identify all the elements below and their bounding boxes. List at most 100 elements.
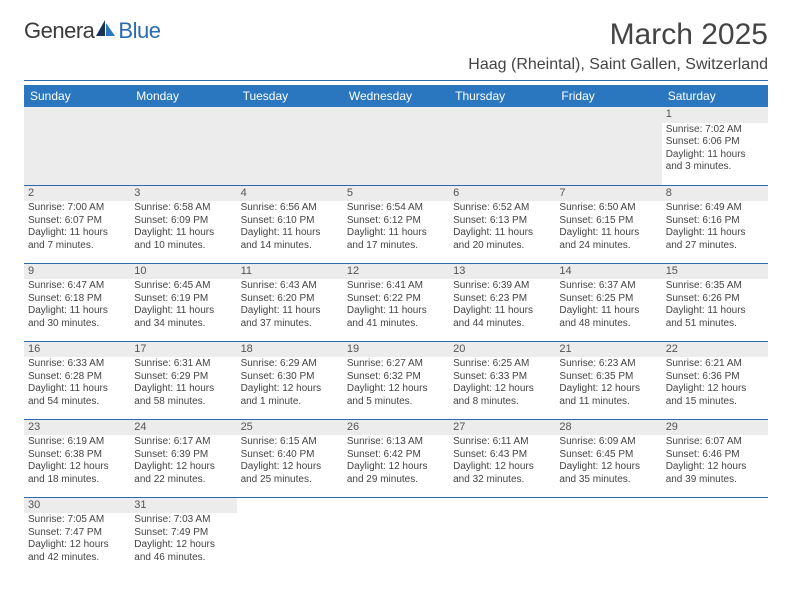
sunrise-line: Sunrise: 6:25 AM [453, 358, 551, 371]
day-body: Sunrise: 6:54 AMSunset: 6:12 PMDaylight:… [343, 201, 449, 254]
calendar-empty [555, 497, 661, 575]
weekday-header: Monday [130, 85, 236, 107]
sunset-line: Sunset: 6:13 PM [453, 215, 551, 228]
calendar-empty [343, 107, 449, 185]
day-number: 11 [237, 264, 343, 280]
sunrise-line: Sunrise: 6:31 AM [134, 358, 232, 371]
sunset-line: Sunset: 6:45 PM [559, 449, 657, 462]
logo-text-1: Genera [24, 18, 94, 44]
sunset-line: Sunset: 6:06 PM [666, 136, 764, 149]
calendar-body: 1Sunrise: 7:02 AMSunset: 6:06 PMDaylight… [24, 107, 768, 575]
calendar-day: 5Sunrise: 6:54 AMSunset: 6:12 PMDaylight… [343, 185, 449, 263]
calendar-day: 15Sunrise: 6:35 AMSunset: 6:26 PMDayligh… [662, 263, 768, 341]
calendar-table: SundayMondayTuesdayWednesdayThursdayFrid… [24, 85, 768, 575]
calendar-day: 1Sunrise: 7:02 AMSunset: 6:06 PMDaylight… [662, 107, 768, 185]
sunset-line: Sunset: 6:39 PM [134, 449, 232, 462]
sunrise-line: Sunrise: 6:39 AM [453, 280, 551, 293]
sunrise-line: Sunrise: 6:17 AM [134, 436, 232, 449]
daylight-line: Daylight: 11 hours and 3 minutes. [666, 149, 764, 174]
sunset-line: Sunset: 6:42 PM [347, 449, 445, 462]
logo-sail-icon [96, 18, 116, 44]
day-number: 3 [130, 186, 236, 202]
day-body: Sunrise: 6:50 AMSunset: 6:15 PMDaylight:… [555, 201, 661, 254]
day-body: Sunrise: 7:03 AMSunset: 7:49 PMDaylight:… [130, 513, 236, 566]
day-body: Sunrise: 6:13 AMSunset: 6:42 PMDaylight:… [343, 435, 449, 488]
calendar-day: 2Sunrise: 7:00 AMSunset: 6:07 PMDaylight… [24, 185, 130, 263]
day-body: Sunrise: 6:39 AMSunset: 6:23 PMDaylight:… [449, 279, 555, 332]
sunset-line: Sunset: 6:23 PM [453, 293, 551, 306]
day-body: Sunrise: 6:25 AMSunset: 6:33 PMDaylight:… [449, 357, 555, 410]
sunset-line: Sunset: 6:10 PM [241, 215, 339, 228]
day-number: 24 [130, 420, 236, 436]
logo-text-2: Blue [118, 18, 160, 44]
day-number: 22 [662, 342, 768, 358]
sunrise-line: Sunrise: 6:27 AM [347, 358, 445, 371]
sunset-line: Sunset: 6:30 PM [241, 371, 339, 384]
calendar-empty [343, 497, 449, 575]
sunrise-line: Sunrise: 6:45 AM [134, 280, 232, 293]
day-body: Sunrise: 6:45 AMSunset: 6:19 PMDaylight:… [130, 279, 236, 332]
day-body: Sunrise: 6:33 AMSunset: 6:28 PMDaylight:… [24, 357, 130, 410]
logo: Genera Blue [24, 18, 160, 44]
day-number: 15 [662, 264, 768, 280]
weekday-header: Thursday [449, 85, 555, 107]
calendar-day: 19Sunrise: 6:27 AMSunset: 6:32 PMDayligh… [343, 341, 449, 419]
sunrise-line: Sunrise: 7:00 AM [28, 202, 126, 215]
daylight-line: Daylight: 11 hours and 24 minutes. [559, 227, 657, 252]
calendar-day: 31Sunrise: 7:03 AMSunset: 7:49 PMDayligh… [130, 497, 236, 575]
sunset-line: Sunset: 6:43 PM [453, 449, 551, 462]
sunrise-line: Sunrise: 6:07 AM [666, 436, 764, 449]
day-number: 26 [343, 420, 449, 436]
day-number: 17 [130, 342, 236, 358]
calendar-day: 12Sunrise: 6:41 AMSunset: 6:22 PMDayligh… [343, 263, 449, 341]
sunset-line: Sunset: 6:26 PM [666, 293, 764, 306]
sunset-line: Sunset: 6:33 PM [453, 371, 551, 384]
calendar-empty [237, 107, 343, 185]
day-number: 21 [555, 342, 661, 358]
sunset-line: Sunset: 7:47 PM [28, 527, 126, 540]
daylight-line: Daylight: 11 hours and 51 minutes. [666, 305, 764, 330]
sunset-line: Sunset: 6:20 PM [241, 293, 339, 306]
sunset-line: Sunset: 6:28 PM [28, 371, 126, 384]
day-number: 18 [237, 342, 343, 358]
sunrise-line: Sunrise: 6:15 AM [241, 436, 339, 449]
day-number: 19 [343, 342, 449, 358]
daylight-line: Daylight: 11 hours and 41 minutes. [347, 305, 445, 330]
calendar-day: 23Sunrise: 6:19 AMSunset: 6:38 PMDayligh… [24, 419, 130, 497]
daylight-line: Daylight: 12 hours and 18 minutes. [28, 461, 126, 486]
calendar-day: 16Sunrise: 6:33 AMSunset: 6:28 PMDayligh… [24, 341, 130, 419]
sunrise-line: Sunrise: 6:23 AM [559, 358, 657, 371]
day-number: 12 [343, 264, 449, 280]
sunset-line: Sunset: 6:19 PM [134, 293, 232, 306]
day-number: 28 [555, 420, 661, 436]
sunset-line: Sunset: 6:18 PM [28, 293, 126, 306]
daylight-line: Daylight: 11 hours and 58 minutes. [134, 383, 232, 408]
calendar-row: 9Sunrise: 6:47 AMSunset: 6:18 PMDaylight… [24, 263, 768, 341]
sunrise-line: Sunrise: 6:19 AM [28, 436, 126, 449]
sunset-line: Sunset: 6:29 PM [134, 371, 232, 384]
sunrise-line: Sunrise: 6:11 AM [453, 436, 551, 449]
sunrise-line: Sunrise: 6:47 AM [28, 280, 126, 293]
day-body: Sunrise: 6:52 AMSunset: 6:13 PMDaylight:… [449, 201, 555, 254]
title-block: March 2025 Haag (Rheintal), Saint Gallen… [468, 18, 768, 74]
daylight-line: Daylight: 12 hours and 11 minutes. [559, 383, 657, 408]
day-body: Sunrise: 7:02 AMSunset: 6:06 PMDaylight:… [662, 123, 768, 176]
sunset-line: Sunset: 6:40 PM [241, 449, 339, 462]
daylight-line: Daylight: 11 hours and 14 minutes. [241, 227, 339, 252]
day-body: Sunrise: 6:11 AMSunset: 6:43 PMDaylight:… [449, 435, 555, 488]
day-body: Sunrise: 6:41 AMSunset: 6:22 PMDaylight:… [343, 279, 449, 332]
sunrise-line: Sunrise: 7:03 AM [134, 514, 232, 527]
divider [24, 80, 768, 81]
sunrise-line: Sunrise: 6:41 AM [347, 280, 445, 293]
calendar-day: 29Sunrise: 6:07 AMSunset: 6:46 PMDayligh… [662, 419, 768, 497]
day-body: Sunrise: 6:58 AMSunset: 6:09 PMDaylight:… [130, 201, 236, 254]
daylight-line: Daylight: 11 hours and 44 minutes. [453, 305, 551, 330]
day-number: 13 [449, 264, 555, 280]
sunset-line: Sunset: 6:09 PM [134, 215, 232, 228]
sunrise-line: Sunrise: 7:02 AM [666, 124, 764, 137]
daylight-line: Daylight: 11 hours and 20 minutes. [453, 227, 551, 252]
calendar-empty [237, 497, 343, 575]
calendar-empty [449, 107, 555, 185]
day-body: Sunrise: 6:29 AMSunset: 6:30 PMDaylight:… [237, 357, 343, 410]
sunset-line: Sunset: 6:25 PM [559, 293, 657, 306]
